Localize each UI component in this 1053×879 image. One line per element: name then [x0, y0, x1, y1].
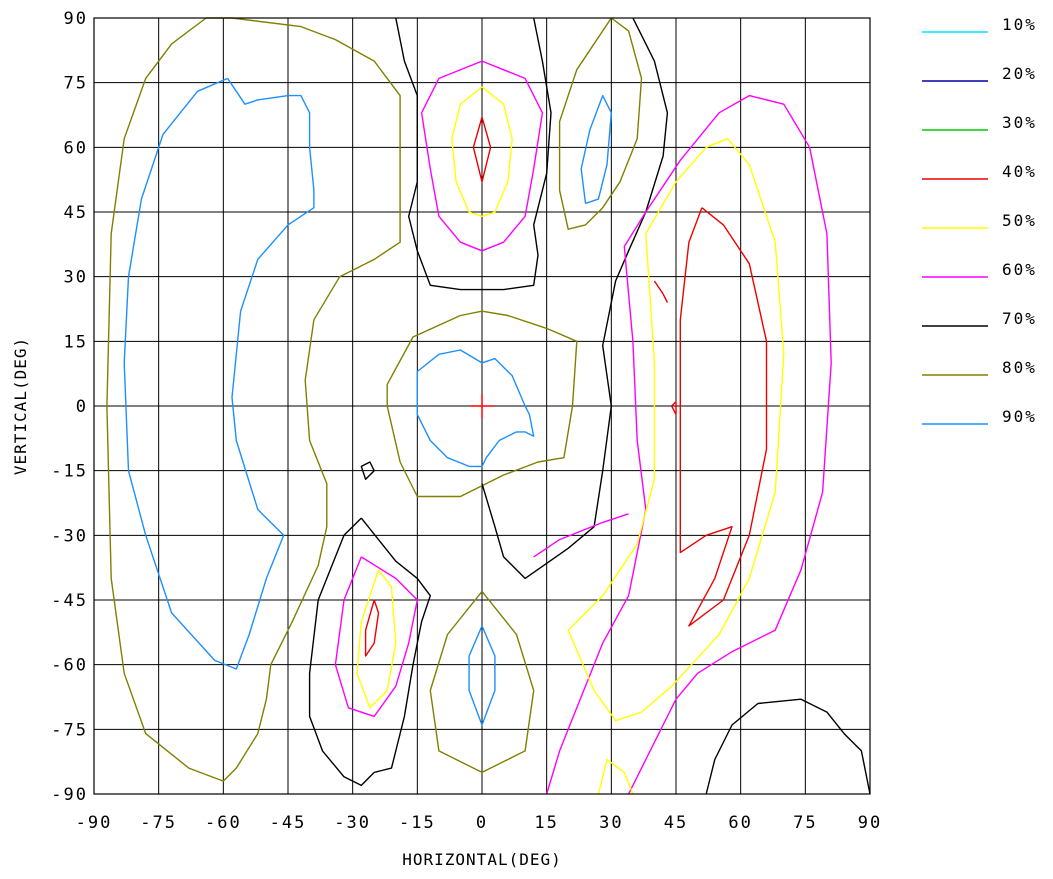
contour-lines — [106, 17, 871, 795]
contour-70pct-line — [395, 17, 552, 291]
y-tick-label: -15 — [51, 462, 88, 482]
x-tick-label: 45 — [664, 813, 688, 833]
contour-60pct-line — [533, 513, 629, 558]
legend-label: 70% — [1002, 309, 1037, 328]
y-tick-label: 75 — [64, 74, 88, 94]
x-tick-label: -15 — [399, 813, 436, 833]
x-tick-label: 15 — [534, 813, 558, 833]
contour-70pct-line — [308, 517, 431, 787]
legend-label: 60% — [1002, 260, 1037, 279]
x-tick-label: -90 — [76, 813, 113, 833]
contour-90pct-line — [416, 349, 535, 468]
x-tick-label: -60 — [205, 813, 242, 833]
x-axis-title: HORIZONTAL(DEG) — [402, 850, 562, 869]
x-tick-label: -45 — [270, 813, 307, 833]
contour-40pct-line — [364, 599, 380, 657]
legend-label: 80% — [1002, 358, 1037, 377]
y-tick-label: -90 — [51, 785, 88, 805]
contour-50pct-line — [451, 86, 513, 218]
contour-40pct-line — [671, 401, 677, 416]
y-tick-label: -45 — [51, 591, 88, 611]
contour-40pct-line — [679, 207, 768, 627]
contour-90pct-line — [123, 77, 315, 670]
contour-80pct-line — [106, 17, 401, 782]
x-tick-label: 60 — [728, 813, 752, 833]
x-tick-label: -30 — [334, 813, 371, 833]
legend: 10% 20% 30% 40% 50% 60% 70% 80% 90% — [922, 15, 1037, 426]
y-tick-label: 30 — [64, 268, 88, 288]
legend-label: 10% — [1002, 15, 1037, 34]
contour-80pct-line — [429, 590, 535, 774]
contour-60pct-line — [334, 556, 418, 718]
y-tick-label: 15 — [64, 332, 88, 352]
legend-label: 30% — [1002, 113, 1037, 132]
y-tick-label: -60 — [51, 656, 88, 676]
x-tick-label: 75 — [793, 813, 817, 833]
plot-frame — [93, 17, 871, 795]
y-tick-label: 60 — [64, 138, 88, 158]
contour-70pct-line — [481, 17, 669, 580]
contour-60pct-line — [420, 60, 544, 252]
legend-label: 50% — [1002, 211, 1037, 230]
contour-50pct-line — [356, 569, 397, 709]
contour-40pct-line — [653, 280, 669, 303]
contour-70pct-line — [360, 461, 375, 480]
contour-40pct-line — [472, 117, 492, 183]
legend-label: 40% — [1002, 162, 1037, 181]
legend-label: 90% — [1002, 407, 1037, 426]
y-axis-title: VERTICAL(DEG) — [11, 337, 30, 475]
y-tick-label: 90 — [64, 9, 88, 29]
contour-50pct-line — [597, 758, 634, 795]
x-tick-label: 90 — [858, 813, 882, 833]
x-tick-label: 30 — [599, 813, 623, 833]
y-tick-label: 45 — [64, 203, 88, 223]
x-tick-label: -75 — [140, 813, 177, 833]
legend-label: 20% — [1002, 64, 1037, 83]
contour-90pct-line — [580, 94, 612, 205]
contour-60pct-line — [546, 94, 832, 795]
contour-80pct-line — [558, 17, 643, 230]
contour-80pct-line — [386, 310, 578, 498]
center-marker — [470, 394, 494, 418]
y-tick-labels: 90 75 60 45 30 15 0 -15 -30 -45 -60 -75 -90 — [51, 9, 88, 805]
contour-50pct-line — [567, 137, 785, 722]
y-tick-label: -75 — [51, 720, 88, 740]
y-tick-label: -30 — [51, 526, 88, 546]
y-tick-label: 0 — [76, 397, 88, 417]
x-tick-labels: -90 -75 -60 -45 -30 -15 0 15 30 45 60 75 90 — [76, 813, 882, 833]
contour-70pct-line — [705, 698, 871, 795]
x-tick-label: 0 — [476, 813, 488, 833]
contour-90pct-line — [468, 625, 496, 726]
